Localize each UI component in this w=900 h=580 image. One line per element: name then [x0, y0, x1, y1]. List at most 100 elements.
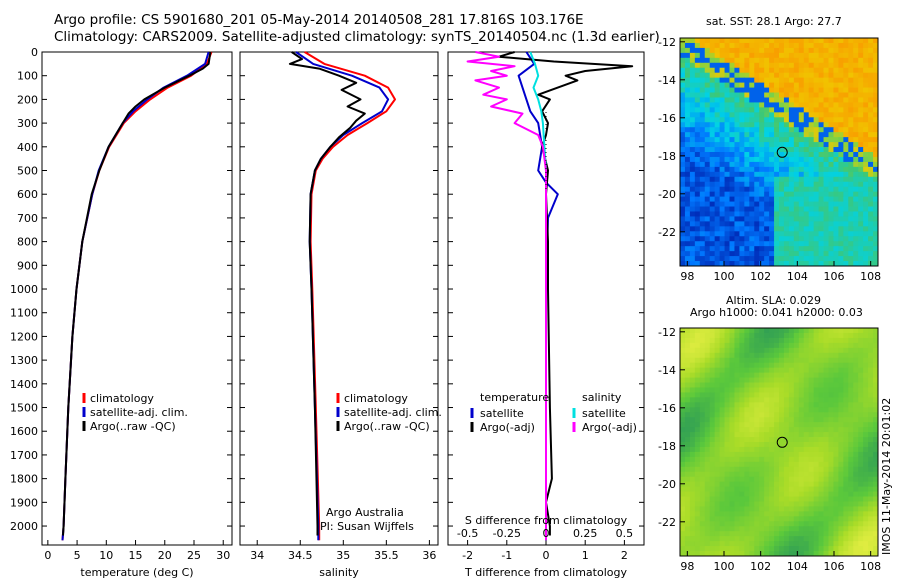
- depth-tick-label: 600: [17, 188, 38, 201]
- sla-map-cell: [680, 328, 686, 334]
- sst-map-cell: [714, 127, 720, 133]
- sla-map-cell: [744, 392, 750, 398]
- sla-map-cell: [744, 546, 750, 552]
- sst-map-cell: [689, 87, 696, 93]
- sla-map-cell: [858, 451, 864, 458]
- sla-map-cell: [808, 471, 815, 478]
- sla-map-cell: [704, 546, 711, 552]
- sst-map-cell: [873, 206, 879, 212]
- sla-map-cell: [680, 506, 686, 512]
- sst-map-cell: [684, 97, 691, 103]
- sla-map-cell: [739, 461, 745, 468]
- sla-map-cell: [694, 456, 701, 463]
- sla-map-cell: [714, 536, 720, 542]
- sst-map-cell: [843, 152, 849, 158]
- sst-map-cell: [709, 97, 716, 103]
- sst-map-cell: [788, 127, 795, 133]
- sla-map-cell: [759, 546, 765, 552]
- sst-map-cell: [779, 216, 785, 222]
- sla-map-cell: [873, 417, 879, 423]
- sla-map-cell: [680, 377, 686, 383]
- sst-map-cell: [833, 156, 839, 163]
- sst-map-cell: [724, 107, 730, 113]
- sla-map-cell: [798, 536, 805, 542]
- sst-map-cell: [873, 216, 879, 222]
- sla-map-cell: [724, 397, 730, 403]
- sst-map-cell: [783, 47, 790, 54]
- sst-map-cell: [793, 161, 800, 168]
- sla-map-cell: [813, 372, 819, 378]
- sla-map-cell: [709, 516, 716, 522]
- sla-map-cell: [823, 551, 829, 557]
- sla-map-cell: [684, 506, 691, 512]
- sla-map-cell: [724, 342, 730, 349]
- sst-map-cell: [709, 256, 716, 262]
- sla-map-cell: [833, 402, 839, 408]
- sst-map-cell: [684, 52, 691, 59]
- sst-map-cell: [744, 181, 750, 188]
- sla-map-cell: [808, 417, 815, 423]
- sla-map-cell: [828, 511, 834, 517]
- sla-map-cell: [863, 541, 869, 547]
- sla-map-cell: [724, 392, 730, 398]
- sla-map-cell: [793, 511, 800, 517]
- sst-map-cell: [739, 137, 745, 143]
- salinity-xtick-label: 36: [422, 549, 436, 562]
- sst-map-cell: [754, 77, 760, 84]
- sst-map-cell: [863, 256, 869, 262]
- sla-map-cell: [754, 442, 760, 448]
- sla-map-cell: [759, 501, 765, 507]
- sst-map-cell: [769, 246, 775, 252]
- sst-map-cell: [709, 221, 716, 227]
- sla-map-cell: [739, 546, 745, 552]
- sla-map-cell: [823, 417, 829, 423]
- sla-map-cell: [803, 446, 810, 453]
- sla-map-cell: [853, 496, 859, 502]
- sst-map-cell: [709, 72, 716, 79]
- sla-map-cell: [853, 516, 859, 522]
- sst-map-cell: [684, 152, 691, 158]
- sst-map-cell: [779, 52, 785, 59]
- sst-map-cell: [863, 206, 869, 212]
- sst-map-cell: [754, 196, 760, 202]
- sla-map-cell: [749, 352, 755, 359]
- sla-map-cell: [680, 451, 686, 458]
- sla-map-cell: [858, 417, 864, 423]
- sla-map-cell: [843, 417, 849, 423]
- sst-map-cell: [779, 161, 785, 168]
- sla-map-cell: [739, 516, 745, 522]
- sst-map-cell: [873, 231, 879, 237]
- sla-map-cell: [853, 328, 859, 334]
- sla-map-cell: [719, 328, 725, 334]
- sla-map-cell: [868, 491, 874, 497]
- sst-map-cell: [694, 166, 701, 173]
- sst-map-cell: [694, 181, 701, 188]
- sla-map-cell: [828, 466, 834, 473]
- sst-map-cell: [868, 92, 874, 98]
- legend-label: Argo(-adj): [582, 421, 637, 434]
- sst-map-cell: [719, 216, 725, 222]
- sst-map-cell: [699, 211, 706, 217]
- sla-map-cell: [739, 382, 745, 388]
- sla-map-cell: [709, 521, 716, 527]
- sla-map-cell: [739, 402, 745, 408]
- sst-map-cell: [823, 127, 829, 133]
- sst-map-cell: [793, 67, 800, 74]
- sla-map-cell: [759, 332, 765, 339]
- sla-map-cell: [873, 437, 879, 443]
- legend-heading-salinity: salinity: [582, 391, 622, 404]
- sla-map-cell: [719, 432, 725, 438]
- sst-map-cell: [734, 251, 740, 257]
- sst-map-cell: [744, 156, 750, 163]
- sla-map-cell: [853, 342, 859, 349]
- sla-map-cell: [724, 328, 730, 334]
- sla-map-cell: [759, 461, 765, 468]
- sst-map-cell: [823, 38, 829, 44]
- sst-map-cell: [689, 67, 696, 74]
- sst-map-cell: [848, 211, 854, 217]
- sla-map-cell: [828, 541, 834, 547]
- sst-map-cell: [689, 201, 696, 207]
- sla-map-cell: [744, 451, 750, 458]
- sla-map-cell: [808, 481, 815, 488]
- sla-map-cell: [694, 377, 701, 383]
